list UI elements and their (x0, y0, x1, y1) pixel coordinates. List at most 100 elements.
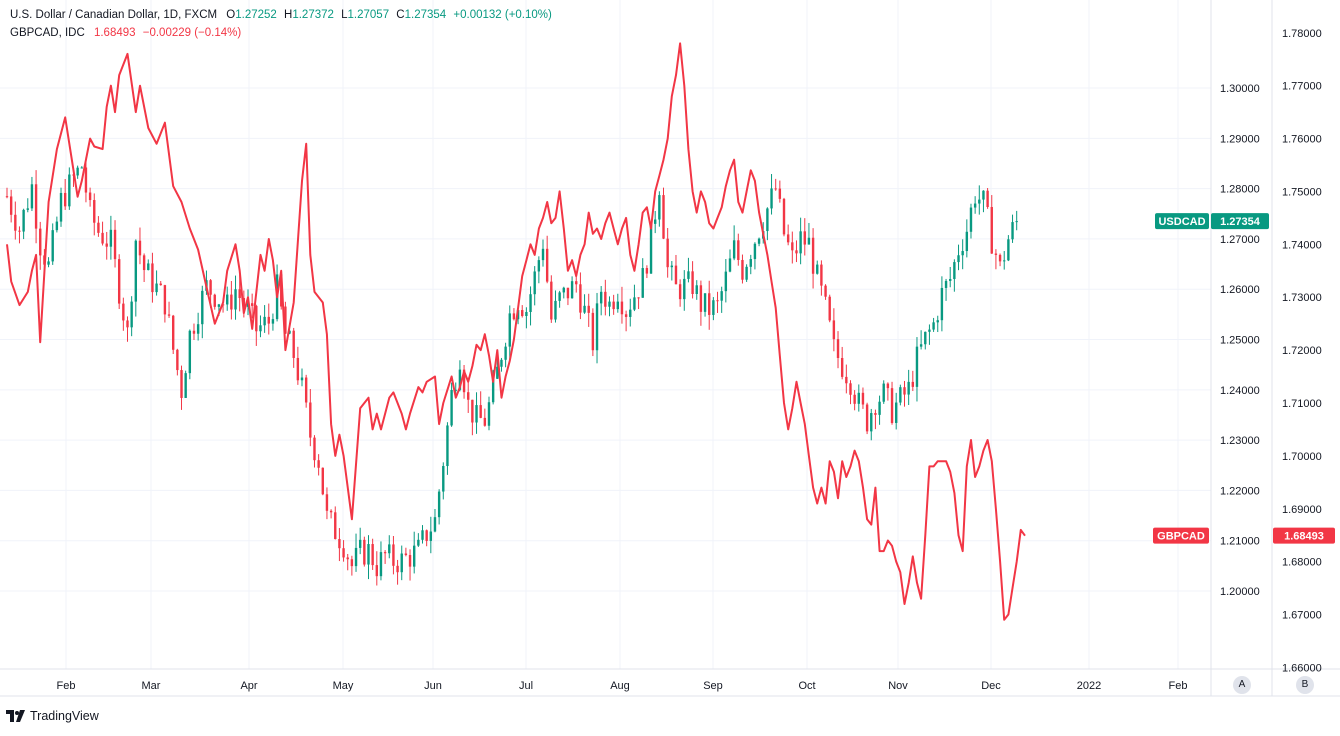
usdcad-candle-body[interactable] (882, 383, 885, 402)
usdcad-candle-body[interactable] (890, 388, 894, 423)
usdcad-candle-body[interactable] (633, 297, 636, 310)
usdcad-candle-body[interactable] (678, 284, 682, 300)
usdcad-candle-body[interactable] (562, 287, 565, 293)
usdcad-candle-body[interactable] (857, 392, 860, 404)
usdcad-candle-body[interactable] (537, 260, 541, 272)
usdcad-candle-body[interactable] (9, 196, 13, 215)
tradingview-logo[interactable]: TradingView (6, 709, 99, 723)
usdcad-candle-body[interactable] (570, 281, 574, 299)
usdcad-candle-body[interactable] (213, 294, 216, 307)
usdcad-candle-body[interactable] (641, 268, 644, 298)
usdcad-candle-body[interactable] (371, 544, 374, 566)
usdcad-candle-body[interactable] (982, 190, 985, 200)
usdcad-candle-body[interactable] (417, 539, 420, 546)
usdcad-candle-body[interactable] (608, 301, 611, 307)
usdcad-candle-body[interactable] (296, 357, 300, 381)
usdcad-candle-body[interactable] (226, 294, 229, 305)
usdcad-candle-body[interactable] (575, 281, 578, 285)
usdcad-candle-body[interactable] (97, 222, 100, 233)
usdcad-candle-body[interactable] (637, 297, 640, 299)
usdcad-candle-body[interactable] (309, 402, 312, 438)
scale-button-b[interactable]: B (1296, 676, 1314, 694)
usdcad-candle-body[interactable] (446, 425, 449, 467)
usdcad-candle-body[interactable] (687, 271, 690, 279)
usdcad-candle-body[interactable] (138, 240, 142, 256)
gbpcad-line[interactable] (6, 42, 1026, 621)
usdcad-candle-body[interactable] (940, 287, 944, 321)
usdcad-candle-body[interactable] (853, 394, 856, 404)
usdcad-candle-body[interactable] (861, 392, 865, 405)
usdcad-candle-body[interactable] (849, 383, 852, 395)
usdcad-candle-body[interactable] (467, 392, 470, 400)
usdcad-candle-body[interactable] (201, 290, 204, 325)
usdcad-candle-body[interactable] (1015, 221, 1018, 223)
usdcad-candle-body[interactable] (803, 231, 806, 245)
usdcad-candle-body[interactable] (88, 192, 92, 201)
usdcad-candle-body[interactable] (662, 195, 665, 239)
usdcad-candle-body[interactable] (624, 314, 628, 317)
usdcad-candle-body[interactable] (994, 253, 998, 255)
usdcad-candle-body[interactable] (595, 303, 599, 351)
usdcad-candle-body[interactable] (753, 243, 757, 260)
usdcad-candle-body[interactable] (379, 552, 383, 577)
usdcad-candle-body[interactable] (350, 559, 354, 567)
usdcad-candle-body[interactable] (184, 373, 187, 398)
usdcad-candle-body[interactable] (450, 390, 453, 426)
usdcad-candle-body[interactable] (504, 346, 507, 360)
usdcad-candle-body[interactable] (928, 329, 931, 332)
usdcad-candle-body[interactable] (932, 322, 935, 330)
usdcad-candle-body[interactable] (396, 565, 399, 573)
usdcad-candle-body[interactable] (915, 346, 919, 387)
usdcad-candle-body[interactable] (583, 305, 586, 313)
usdcad-candle-body[interactable] (234, 289, 237, 310)
usdcad-candle-body[interactable] (986, 190, 989, 207)
usdcad-candle-body[interactable] (475, 405, 478, 423)
usdcad-candle-body[interactable] (354, 547, 358, 567)
usdcad-candle-body[interactable] (242, 298, 246, 307)
usdcad-candle-body[interactable] (770, 188, 773, 209)
usdcad-candle-body[interactable] (338, 539, 341, 549)
usdcad-candle-body[interactable] (741, 259, 744, 280)
usdcad-candle-body[interactable] (766, 208, 769, 232)
usdcad-candle-body[interactable] (703, 293, 707, 312)
usdcad-candle-body[interactable] (284, 306, 287, 334)
usdcad-candle-body[interactable] (304, 377, 308, 403)
usdcad-candle-body[interactable] (238, 289, 241, 299)
usdcad-candle-body[interactable] (367, 544, 370, 565)
usdcad-candle-body[interactable] (620, 301, 624, 315)
usdcad-candle-body[interactable] (791, 242, 794, 251)
usdcad-candle-body[interactable] (795, 250, 798, 254)
usdcad-candle-body[interactable] (130, 301, 133, 328)
usdcad-candle-body[interactable] (300, 377, 304, 381)
usdcad-candle-body[interactable] (832, 320, 836, 340)
usdcad-candle-body[interactable] (691, 271, 694, 294)
usdcad-candle-body[interactable] (599, 291, 603, 304)
usdcad-candle-body[interactable] (525, 311, 528, 317)
usdcad-candle-body[interactable] (708, 293, 711, 315)
usdcad-candle-body[interactable] (14, 214, 17, 231)
usdcad-candle-body[interactable] (163, 285, 167, 315)
usdcad-candle-body[interactable] (196, 324, 200, 334)
usdcad-candle-body[interactable] (658, 195, 661, 220)
usdcad-candle-body[interactable] (953, 262, 956, 280)
usdcad-candle-body[interactable] (80, 167, 83, 169)
usdcad-candle-body[interactable] (550, 281, 553, 320)
usdcad-candle-body[interactable] (653, 219, 657, 224)
usdcad-candle-body[interactable] (973, 203, 977, 208)
usdcad-candle-body[interactable] (51, 230, 54, 262)
usdcad-candle-body[interactable] (22, 209, 25, 232)
usdcad-candle-body[interactable] (828, 296, 831, 321)
usdcad-candle-body[interactable] (155, 283, 158, 293)
usdcad-candle-body[interactable] (737, 240, 740, 260)
usdcad-candle-body[interactable] (458, 369, 462, 390)
usdcad-candle-body[interactable] (545, 248, 549, 282)
usdcad-candle-body[interactable] (816, 264, 819, 274)
usdcad-candle-body[interactable] (496, 366, 499, 379)
usdcad-candle-body[interactable] (936, 320, 939, 323)
usdcad-candle-body[interactable] (874, 413, 877, 415)
usdcad-candle-body[interactable] (724, 271, 728, 292)
auto-scale-button[interactable]: A (1233, 676, 1251, 694)
usdcad-candle-body[interactable] (508, 313, 511, 347)
usdcad-candle-body[interactable] (965, 231, 969, 252)
